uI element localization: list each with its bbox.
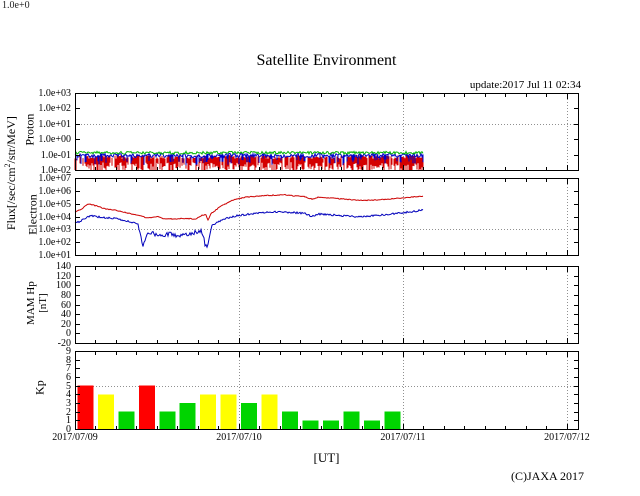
y-tick-label: 1.0e+04 [38,211,71,223]
y-tick-label: 1.0e+03 [38,87,71,99]
mam-panel-frame [75,266,579,344]
y-tick-label: 140 [56,260,71,272]
y-tick-label: 1.0e+03 [38,223,71,235]
y-tick-label: 1.0e+05 [38,198,71,210]
kp-bar [241,403,258,429]
y-tick-label: 1.0e+07 [38,172,71,184]
x-tick-label: 2017/07/12 [544,432,590,443]
kp-bar [138,385,155,429]
kp-bar [384,411,401,429]
kp-panel-frame [75,351,579,430]
kp-bar [261,394,278,429]
kp-bar [220,394,237,429]
y-tick-label: 1.0e-02 [40,164,71,176]
x-tick-label: 2017/07/11 [380,432,426,443]
proton-flux-blue-spikes [76,153,424,166]
kp-bar [77,385,94,429]
y-tick-label: 5 [66,380,71,392]
y-tick-label: 100 [56,279,71,291]
kp-bar [323,420,340,429]
x-axis-title: [UT] [313,450,340,465]
y-tick-label: 2 [66,406,71,418]
y-tick-label: 1.0e+02 [38,236,71,248]
kp-bar [118,411,135,429]
electron-flux-high [74,193,424,222]
kp-bar [343,411,360,429]
y-tick-label: -20 [57,337,71,349]
proton-flux-green [75,150,424,156]
kp-bar [97,394,114,429]
proton-panel-frame [75,93,579,171]
kp-bar [302,420,319,429]
y-tick-label: 1.0e+01 [38,118,71,130]
y-tick-label: 60 [61,299,71,311]
y-tick-label: 1.0e+02 [38,102,71,114]
y-tick-label: 9 [66,345,71,357]
electron-panel-frame [75,178,579,256]
y-tick-label: 0 [66,327,71,339]
y-tick-label: 7 [66,362,71,374]
x-tick-label: 2017/07/10 [216,432,262,443]
electron-flux-low [74,208,424,249]
page-title: Satellite Environment [256,52,397,69]
y-tick-label: 3 [66,397,71,409]
kp-bar [200,394,217,429]
y-tick-label: 8 [66,354,71,366]
y-tick-label: 0 [66,423,71,435]
y-tick-label: 80 [61,289,71,301]
update-timestamp: update:2017 Jul 11 02:34 [469,79,581,91]
x-tick-label: 2017/07/09 [52,432,98,443]
y-tick-label: 6 [66,371,71,383]
cropped-axis-artifact-text: 1.0e+0 [2,0,30,11]
proton-flux-blue [74,151,424,160]
kp-bar [179,403,196,429]
y-tick-label: 1 [66,414,71,426]
y-tick-label: 120 [56,270,71,282]
kp-bar [282,411,299,429]
y-tick-label: 1.0e+01 [38,249,71,261]
copyright-text: (C)JAXA 2017 [510,469,584,483]
y-tick-label: 1.0e-01 [40,149,71,161]
y-tick-label: 4 [66,388,71,400]
y-tick-label: 40 [61,308,71,320]
y-tick-label: 20 [61,318,71,330]
y-tick-label: 1.0e+06 [38,185,71,197]
kp-bar [159,411,176,429]
kp-bar [364,420,381,429]
y-tick-label: 1.0e+00 [38,133,71,145]
